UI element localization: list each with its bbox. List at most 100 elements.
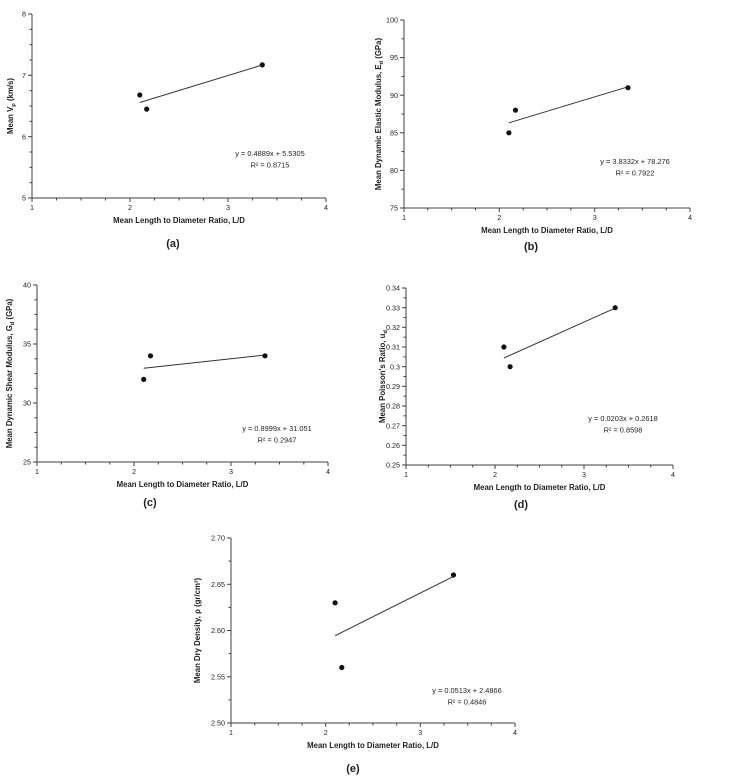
panel-label: (a)	[166, 238, 180, 250]
svg-text:95: 95	[390, 53, 398, 62]
axes	[28, 13, 327, 202]
data-point	[339, 664, 345, 671]
svg-text:3: 3	[226, 203, 230, 212]
y-axis-title: Mean Dry Density, ρ (gr/cm³)	[193, 578, 202, 684]
svg-text:40: 40	[23, 281, 31, 290]
svg-text:1: 1	[30, 203, 34, 212]
svg-text:85: 85	[390, 128, 398, 137]
equation-label: y = 3.8332x + 78.276	[600, 157, 669, 166]
scatter-chart: 1 2 3 40.250.260.270.280.290.30.310.320.330…	[378, 284, 675, 511]
svg-text:35: 35	[23, 340, 31, 349]
x-tick-labels: 1 2 3 4	[404, 470, 675, 479]
data-point	[506, 130, 512, 136]
data-point	[512, 107, 519, 113]
data-point	[612, 305, 618, 311]
svg-text:2.70: 2.70	[211, 534, 225, 543]
data-points	[501, 305, 618, 370]
x-tick-labels: 1 2 3 4	[35, 467, 330, 476]
svg-text:4: 4	[688, 213, 692, 222]
trendline	[503, 307, 616, 359]
data-point	[262, 353, 268, 359]
svg-text:4: 4	[671, 470, 675, 479]
axes	[227, 537, 516, 727]
svg-text:2.55: 2.55	[211, 672, 225, 681]
svg-text:2: 2	[128, 203, 132, 212]
scatter-chart: 1 2 3 4 5 6 7 8 Mean Length to Diameter Ratio, L…	[6, 10, 328, 250]
chart-panel-c: 1 2 3 4 25 30 35 40 Mean Length to Diameter Rati…	[0, 260, 371, 525]
svg-text:2: 2	[132, 467, 136, 476]
equation-label: y = 0.4889x + 5.5305	[235, 149, 304, 158]
svg-text:0.29: 0.29	[386, 382, 400, 391]
x-tick-labels: 1 2 3 4	[229, 728, 517, 737]
svg-text:1: 1	[229, 728, 233, 737]
svg-text:3: 3	[582, 470, 586, 479]
data-points	[137, 62, 265, 112]
y-axis-title: Mean Dynamic Shear Modulus, Gd (GPa)	[5, 298, 16, 448]
svg-text:0.3: 0.3	[390, 362, 400, 371]
svg-text:0.32: 0.32	[386, 323, 400, 332]
svg-text:5: 5	[22, 194, 26, 203]
y-tick-labels: 5 6 7 8	[22, 10, 26, 203]
x-axis-title: Mean Length to Diameter Ratio, L/D	[474, 483, 606, 492]
svg-text:0.31: 0.31	[386, 343, 400, 352]
panel-label: (b)	[524, 241, 538, 253]
panel-label: (e)	[346, 763, 360, 775]
svg-text:1: 1	[35, 467, 39, 476]
svg-text:0.25: 0.25	[386, 461, 400, 470]
y-axis-title: Mean Poisson's Ratio, ud	[378, 330, 389, 423]
svg-text:8: 8	[22, 10, 26, 19]
x-tick-labels: 1 2 3 4	[402, 213, 692, 222]
svg-text:2: 2	[324, 728, 328, 737]
data-point	[507, 364, 513, 370]
data-point	[141, 376, 147, 382]
svg-text:4: 4	[326, 467, 330, 476]
axes	[400, 19, 691, 212]
r-squared-label: R² = 0.7922	[616, 169, 655, 178]
axes	[402, 287, 674, 469]
r-squared-label: R² = 0.8598	[604, 426, 643, 435]
equation-label: y = 0.8999x + 31.051	[242, 424, 311, 433]
trendline	[143, 354, 266, 369]
svg-text:2: 2	[497, 213, 501, 222]
svg-text:0.34: 0.34	[386, 284, 400, 293]
svg-text:6: 6	[22, 132, 26, 141]
svg-text:30: 30	[23, 399, 31, 408]
r-squared-label: R² = 0.2947	[258, 436, 297, 445]
scatter-chart: 1 2 3 4 25 30 35 40 Mean Length to Diameter Rati…	[5, 281, 330, 509]
svg-text:3: 3	[229, 467, 233, 476]
svg-text:7: 7	[22, 71, 26, 80]
chart-panel-e: 1 2 3 4 2.50 2.55 2.60 2.65 2.70 Mean Length to D…	[185, 520, 556, 782]
y-tick-labels: 2.50 2.55 2.60 2.65 2.70	[211, 534, 225, 728]
svg-text:2: 2	[493, 470, 497, 479]
svg-text:100: 100	[386, 16, 398, 25]
y-axis-title: Mean Vp (km/s)	[6, 78, 17, 134]
x-axis-title: Mean Length to Diameter Ratio, L/D	[113, 216, 245, 225]
svg-text:0.28: 0.28	[386, 402, 400, 411]
data-points	[141, 353, 268, 382]
chart-panel-a: 1 2 3 4 5 6 7 8 Mean Length to Diameter Ratio, L…	[0, 0, 371, 265]
panel-label: (d)	[514, 499, 528, 511]
equation-label: y = 0.0203x + 0.2618	[588, 414, 657, 423]
data-point	[450, 572, 457, 578]
svg-text:1: 1	[404, 470, 408, 479]
scatter-chart: 1 2 3 4 2.50 2.55 2.60 2.65 2.70 Mean Length to D…	[193, 534, 517, 775]
svg-text:0.27: 0.27	[386, 421, 400, 430]
svg-text:90: 90	[390, 91, 398, 100]
y-tick-labels: 25 30 35 40	[23, 281, 31, 467]
svg-text:75: 75	[390, 204, 398, 213]
y-tick-labels: 75 80 85 90 95 100	[386, 16, 398, 213]
data-point	[259, 62, 265, 68]
svg-text:2.50: 2.50	[211, 719, 225, 728]
y-tick-labels: 0.25 0.26 0.27 0.28 0.29 0.3 0.31 0.32 0.33 0.34	[386, 284, 400, 470]
svg-text:25: 25	[23, 458, 31, 467]
svg-text:1: 1	[402, 213, 406, 222]
equation-label: y = 0.0513x + 2.4866	[432, 686, 501, 695]
y-axis-title: Mean Dynamic Elastic Modulus, Ed (GPa)	[374, 38, 385, 191]
data-point	[137, 92, 143, 98]
r-squared-label: R² = 0.4846	[448, 698, 487, 707]
svg-text:0.33: 0.33	[386, 303, 400, 312]
chart-panel-d: 1 2 3 4 0.25 0.26 0.27 0.28 0.29 0.3 0.31 0.32 0.33 0…	[371, 260, 742, 525]
svg-text:4: 4	[324, 203, 328, 212]
data-point	[501, 344, 507, 350]
